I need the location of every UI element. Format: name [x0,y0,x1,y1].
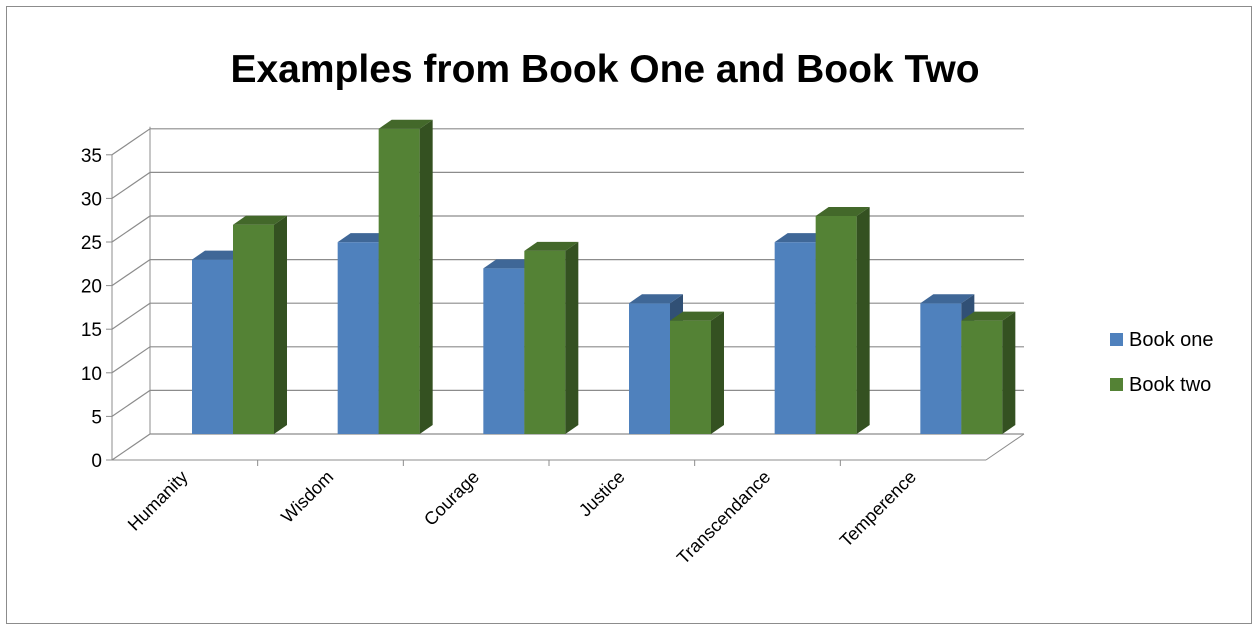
x-tick-label: Wisdom [277,467,337,527]
bar-side [856,207,870,434]
bar-side [1002,311,1016,434]
bar-top [378,119,433,129]
gridlines [111,128,1024,461]
bar-side [711,311,724,434]
bar-front [337,242,379,434]
bar-top [774,233,829,243]
bar-front [192,259,233,434]
bar-top [192,250,246,260]
bars [192,119,1016,435]
bar-front [961,320,1003,434]
chart-title: Examples from Book One and Book Two [230,48,979,91]
bar-side [565,241,579,434]
legend-item: Book one [1110,329,1214,351]
bar-top [233,215,287,225]
bar-side [274,215,287,434]
bar-top [629,294,683,304]
gridline [111,128,1024,156]
y-tick-label: 5 [91,407,102,428]
bar-transcendance-book-two [815,207,870,434]
bar-side [419,119,433,435]
legend-swatch [1110,378,1123,391]
bar-front [629,303,670,434]
bar-top [670,311,724,321]
y-tick-label: 30 [81,189,102,210]
gridline [111,259,1024,287]
gridline [111,433,1024,461]
bar-top [920,294,975,304]
x-tick-label: Transcendance [673,467,774,568]
gridline [111,171,1024,199]
bar-front [774,242,816,434]
y-tick-label: 35 [81,146,102,167]
bar-top [961,311,1016,321]
x-tick-label: Courage [420,467,483,530]
x-tick-label: Justice [575,467,629,521]
y-tick-label: 10 [81,364,102,385]
bar-front [233,224,274,434]
bar-humanity-book-two [233,215,287,434]
y-tick-label: 20 [81,277,102,298]
x-axis-labels: Humanity Wisdom Courage Justice Transcendanc… [124,460,920,568]
y-tick-label: 0 [91,451,102,472]
bar-courage-book-two [524,241,579,434]
legend-label: Book two [1129,374,1211,396]
y-tick-label: 15 [81,320,102,341]
bar-front [815,216,857,434]
bar-top [524,241,579,251]
legend-item: Book two [1110,374,1211,396]
bar-wisdom-book-two [378,119,433,435]
bar-front [920,303,962,434]
legend: Book one Book two [1110,329,1214,396]
bar-front [378,128,420,435]
bar-top [483,259,538,269]
gridline [111,302,1024,330]
x-tick-label: Humanity [124,467,192,535]
gridline [111,215,1024,243]
x-tick-label: Temperence [836,467,920,551]
legend-swatch [1110,333,1123,346]
bar-front [524,250,566,434]
bar-front [483,268,525,434]
bar-temperence-book-two [961,311,1016,434]
bar-justice-book-two [670,311,724,434]
legend-label: Book one [1129,329,1214,351]
bar-top [337,233,392,243]
floor-right-edge [985,433,1025,461]
gridline [111,389,1024,417]
y-axis-ticks: 0 5 10 15 20 25 30 35 [81,146,112,472]
bar-front [670,320,711,434]
gridline [111,346,1024,374]
y-tick-label: 25 [81,233,102,254]
bar-top [815,207,870,216]
